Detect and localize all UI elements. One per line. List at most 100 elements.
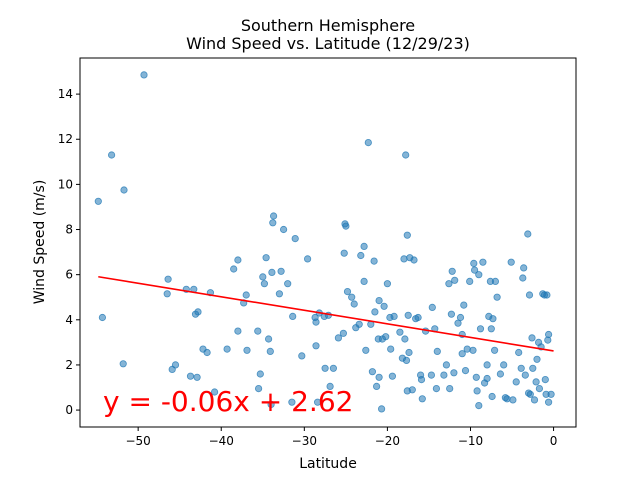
data-point xyxy=(269,212,278,220)
data-point xyxy=(535,384,544,393)
data-point xyxy=(476,325,485,333)
data-point xyxy=(164,275,172,283)
data-point xyxy=(163,290,171,298)
data-point xyxy=(493,293,501,301)
data-point xyxy=(98,313,107,322)
data-point xyxy=(433,347,441,355)
data-point xyxy=(256,370,264,378)
data-point xyxy=(440,371,448,379)
data-point xyxy=(355,320,363,328)
data-point xyxy=(194,308,202,316)
data-point xyxy=(458,350,466,358)
data-point xyxy=(451,276,459,284)
data-point xyxy=(533,355,541,363)
data-point xyxy=(491,277,499,285)
data-point xyxy=(377,405,386,413)
x-axis-ticks: −50 −40 −30 −20 −10 0 xyxy=(125,427,557,448)
data-point xyxy=(211,388,219,396)
y-tick-label: 2 xyxy=(65,358,73,372)
data-point xyxy=(544,398,553,406)
data-point xyxy=(388,372,396,380)
data-point xyxy=(370,257,378,265)
data-point xyxy=(380,302,388,310)
data-point xyxy=(509,396,517,404)
data-point xyxy=(448,267,456,275)
data-point xyxy=(291,235,299,243)
data-point xyxy=(512,378,520,386)
x-tick-label: 0 xyxy=(550,434,558,448)
data-point xyxy=(223,345,231,353)
data-point xyxy=(483,361,491,369)
data-point xyxy=(289,312,297,320)
y-axis-ticks: 0 2 4 6 8 10 12 14 xyxy=(58,87,80,417)
data-point xyxy=(342,222,350,230)
data-point xyxy=(470,259,478,267)
data-point xyxy=(517,364,525,372)
data-point xyxy=(445,280,453,288)
data-point xyxy=(303,255,312,263)
data-point xyxy=(269,219,277,227)
data-point xyxy=(371,308,379,316)
data-point xyxy=(475,401,483,410)
y-tick-label: 8 xyxy=(65,223,73,237)
data-point xyxy=(466,277,474,285)
data-point xyxy=(496,370,504,378)
data-point xyxy=(447,310,455,318)
x-axis-label: Latitude xyxy=(299,456,357,472)
data-point xyxy=(417,375,426,384)
x-tick-label: −20 xyxy=(375,434,400,448)
data-point xyxy=(456,313,465,322)
data-point xyxy=(262,254,270,262)
data-point xyxy=(519,274,527,282)
data-point xyxy=(403,231,411,239)
data-point xyxy=(94,197,102,205)
data-point xyxy=(254,327,262,335)
data-point xyxy=(186,372,195,380)
data-point xyxy=(266,347,274,355)
data-point xyxy=(372,382,381,390)
data-point xyxy=(428,303,436,311)
data-point xyxy=(277,267,285,275)
data-point xyxy=(521,371,529,379)
data-point xyxy=(418,395,426,403)
data-point xyxy=(298,352,306,360)
data-point xyxy=(203,348,211,357)
data-point xyxy=(119,360,127,368)
data-point xyxy=(339,329,347,337)
data-point xyxy=(446,384,454,393)
x-tick-label: −50 xyxy=(125,434,150,448)
data-point xyxy=(450,369,458,377)
data-point xyxy=(475,271,483,279)
data-point xyxy=(350,300,358,308)
data-point xyxy=(544,330,553,339)
data-point xyxy=(529,364,537,372)
data-point xyxy=(171,361,180,369)
data-point xyxy=(234,256,242,264)
data-point xyxy=(525,291,534,299)
data-point xyxy=(275,290,283,298)
x-tick-label: −10 xyxy=(458,434,483,448)
data-point xyxy=(288,398,296,406)
plot-frame xyxy=(79,57,577,428)
data-point xyxy=(334,334,342,342)
data-point xyxy=(234,327,242,335)
data-point xyxy=(340,249,348,257)
data-point xyxy=(230,265,238,273)
data-point xyxy=(408,386,416,394)
data-point xyxy=(140,71,148,79)
data-point xyxy=(313,398,322,406)
data-point xyxy=(357,251,365,260)
data-point xyxy=(487,325,495,333)
data-point xyxy=(405,348,413,357)
data-point xyxy=(488,392,496,401)
y-tick-label: 0 xyxy=(65,403,73,417)
data-point xyxy=(515,348,523,357)
chart-title-line2: Wind Speed vs. Latitude (12/29/23) xyxy=(186,34,470,53)
data-point xyxy=(400,255,408,263)
data-point xyxy=(479,258,487,266)
data-point xyxy=(442,361,450,369)
data-point xyxy=(500,361,508,369)
data-point xyxy=(326,382,334,390)
data-point xyxy=(472,373,480,381)
